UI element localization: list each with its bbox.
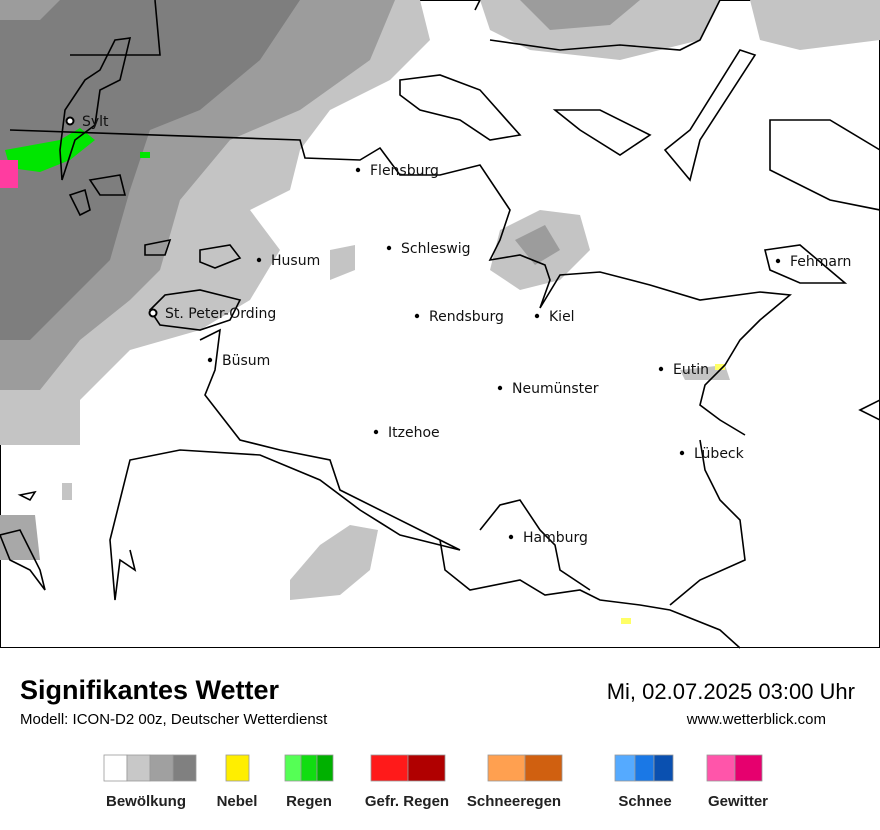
thunderstorm — [0, 160, 18, 188]
legend-swatch — [634, 754, 655, 782]
place-label: Hamburg — [523, 530, 588, 546]
rain — [140, 152, 150, 158]
legend-label: Bewölkung — [106, 793, 186, 810]
place-label: Kiel — [549, 309, 575, 325]
legend-swatch — [487, 754, 526, 782]
title: Signifikantes Wetter — [20, 675, 280, 705]
cloud-light — [290, 525, 378, 600]
place-dot — [386, 245, 392, 251]
coastline — [399, 0, 880, 421]
island — [68, 174, 242, 269]
legend-label: Gefr. Regen — [365, 793, 449, 810]
coastline — [0, 490, 46, 591]
place-dot — [148, 308, 158, 318]
place-label: Büsum — [222, 353, 270, 369]
place-dot — [207, 357, 213, 363]
place-label: Itzehoe — [388, 425, 440, 441]
coastline — [109, 289, 461, 601]
place-dot — [65, 116, 75, 126]
url: www.wetterblick.com — [686, 711, 826, 728]
legend-swatch — [370, 754, 409, 782]
legend-label: Nebel — [217, 793, 258, 810]
place-label: Eutin — [673, 362, 709, 378]
place-label: Fehmarn — [790, 254, 851, 270]
map: Sylt Flensburg Schleswig Husum Fehmarn St. Pe… — [0, 0, 880, 649]
legend — [103, 754, 763, 782]
legend-swatch — [300, 754, 318, 782]
place-dot — [497, 385, 503, 391]
place-dot — [679, 450, 685, 456]
legend-swatch — [614, 754, 636, 782]
place-dot — [534, 313, 540, 319]
legend-label: Gewitter — [708, 793, 768, 810]
fog — [715, 364, 725, 370]
fog — [621, 618, 631, 624]
cloud-light — [62, 483, 72, 500]
model-info: Modell: ICON-D2 00z, Deutscher Wetterdie… — [20, 711, 328, 728]
coastline — [9, 0, 792, 436]
legend-swatch — [172, 754, 197, 782]
cloud-light — [750, 0, 880, 50]
cloud-medium — [520, 0, 640, 30]
legend-swatch — [316, 754, 334, 782]
place-label: Sylt — [82, 114, 109, 130]
coastline — [59, 37, 132, 181]
place-dot — [775, 258, 781, 264]
place-dot — [658, 366, 664, 372]
border — [439, 439, 746, 649]
place-label: Neumünster — [512, 381, 599, 397]
rain — [5, 128, 95, 172]
cloud-light — [330, 245, 355, 280]
legend-swatch — [734, 754, 763, 782]
footer: Signifikantes Wetter Modell: ICON-D2 00z… — [20, 675, 855, 728]
legend-swatch — [524, 754, 563, 782]
place-dot — [355, 167, 361, 173]
legend-swatch — [225, 754, 250, 782]
place-dot — [256, 257, 262, 263]
place-dot — [508, 534, 514, 540]
cloud-medium — [0, 515, 40, 560]
legend-label: Schneeregen — [467, 793, 561, 810]
place-dot — [414, 313, 420, 319]
places: Sylt Flensburg Schleswig Husum Fehmarn St. Pe… — [65, 114, 851, 546]
cloud-medium — [515, 225, 560, 265]
place-label: St. Peter-Ording — [165, 306, 276, 322]
place-label: Schleswig — [401, 241, 470, 257]
place-dot — [373, 429, 379, 435]
legend-swatch — [126, 754, 151, 782]
legend-labels: Bewölkung Nebel Regen Gefr. Regen Schneerege… — [106, 793, 768, 810]
place-label: Lübeck — [694, 446, 745, 462]
legend-swatch — [407, 754, 446, 782]
legend-swatch — [103, 754, 128, 782]
legend-label: Regen — [286, 793, 332, 810]
place-label: Rendsburg — [429, 309, 504, 325]
place-label: Flensburg — [370, 163, 439, 179]
place-label: Husum — [271, 253, 320, 269]
legend-swatch — [284, 754, 302, 782]
legend-swatch — [653, 754, 674, 782]
legend-label: Schnee — [618, 793, 671, 810]
datetime: Mi, 02.07.2025 03:00 Uhr — [607, 679, 855, 704]
cloud-dark — [0, 0, 300, 340]
legend-swatch — [706, 754, 736, 782]
legend-swatch — [149, 754, 174, 782]
